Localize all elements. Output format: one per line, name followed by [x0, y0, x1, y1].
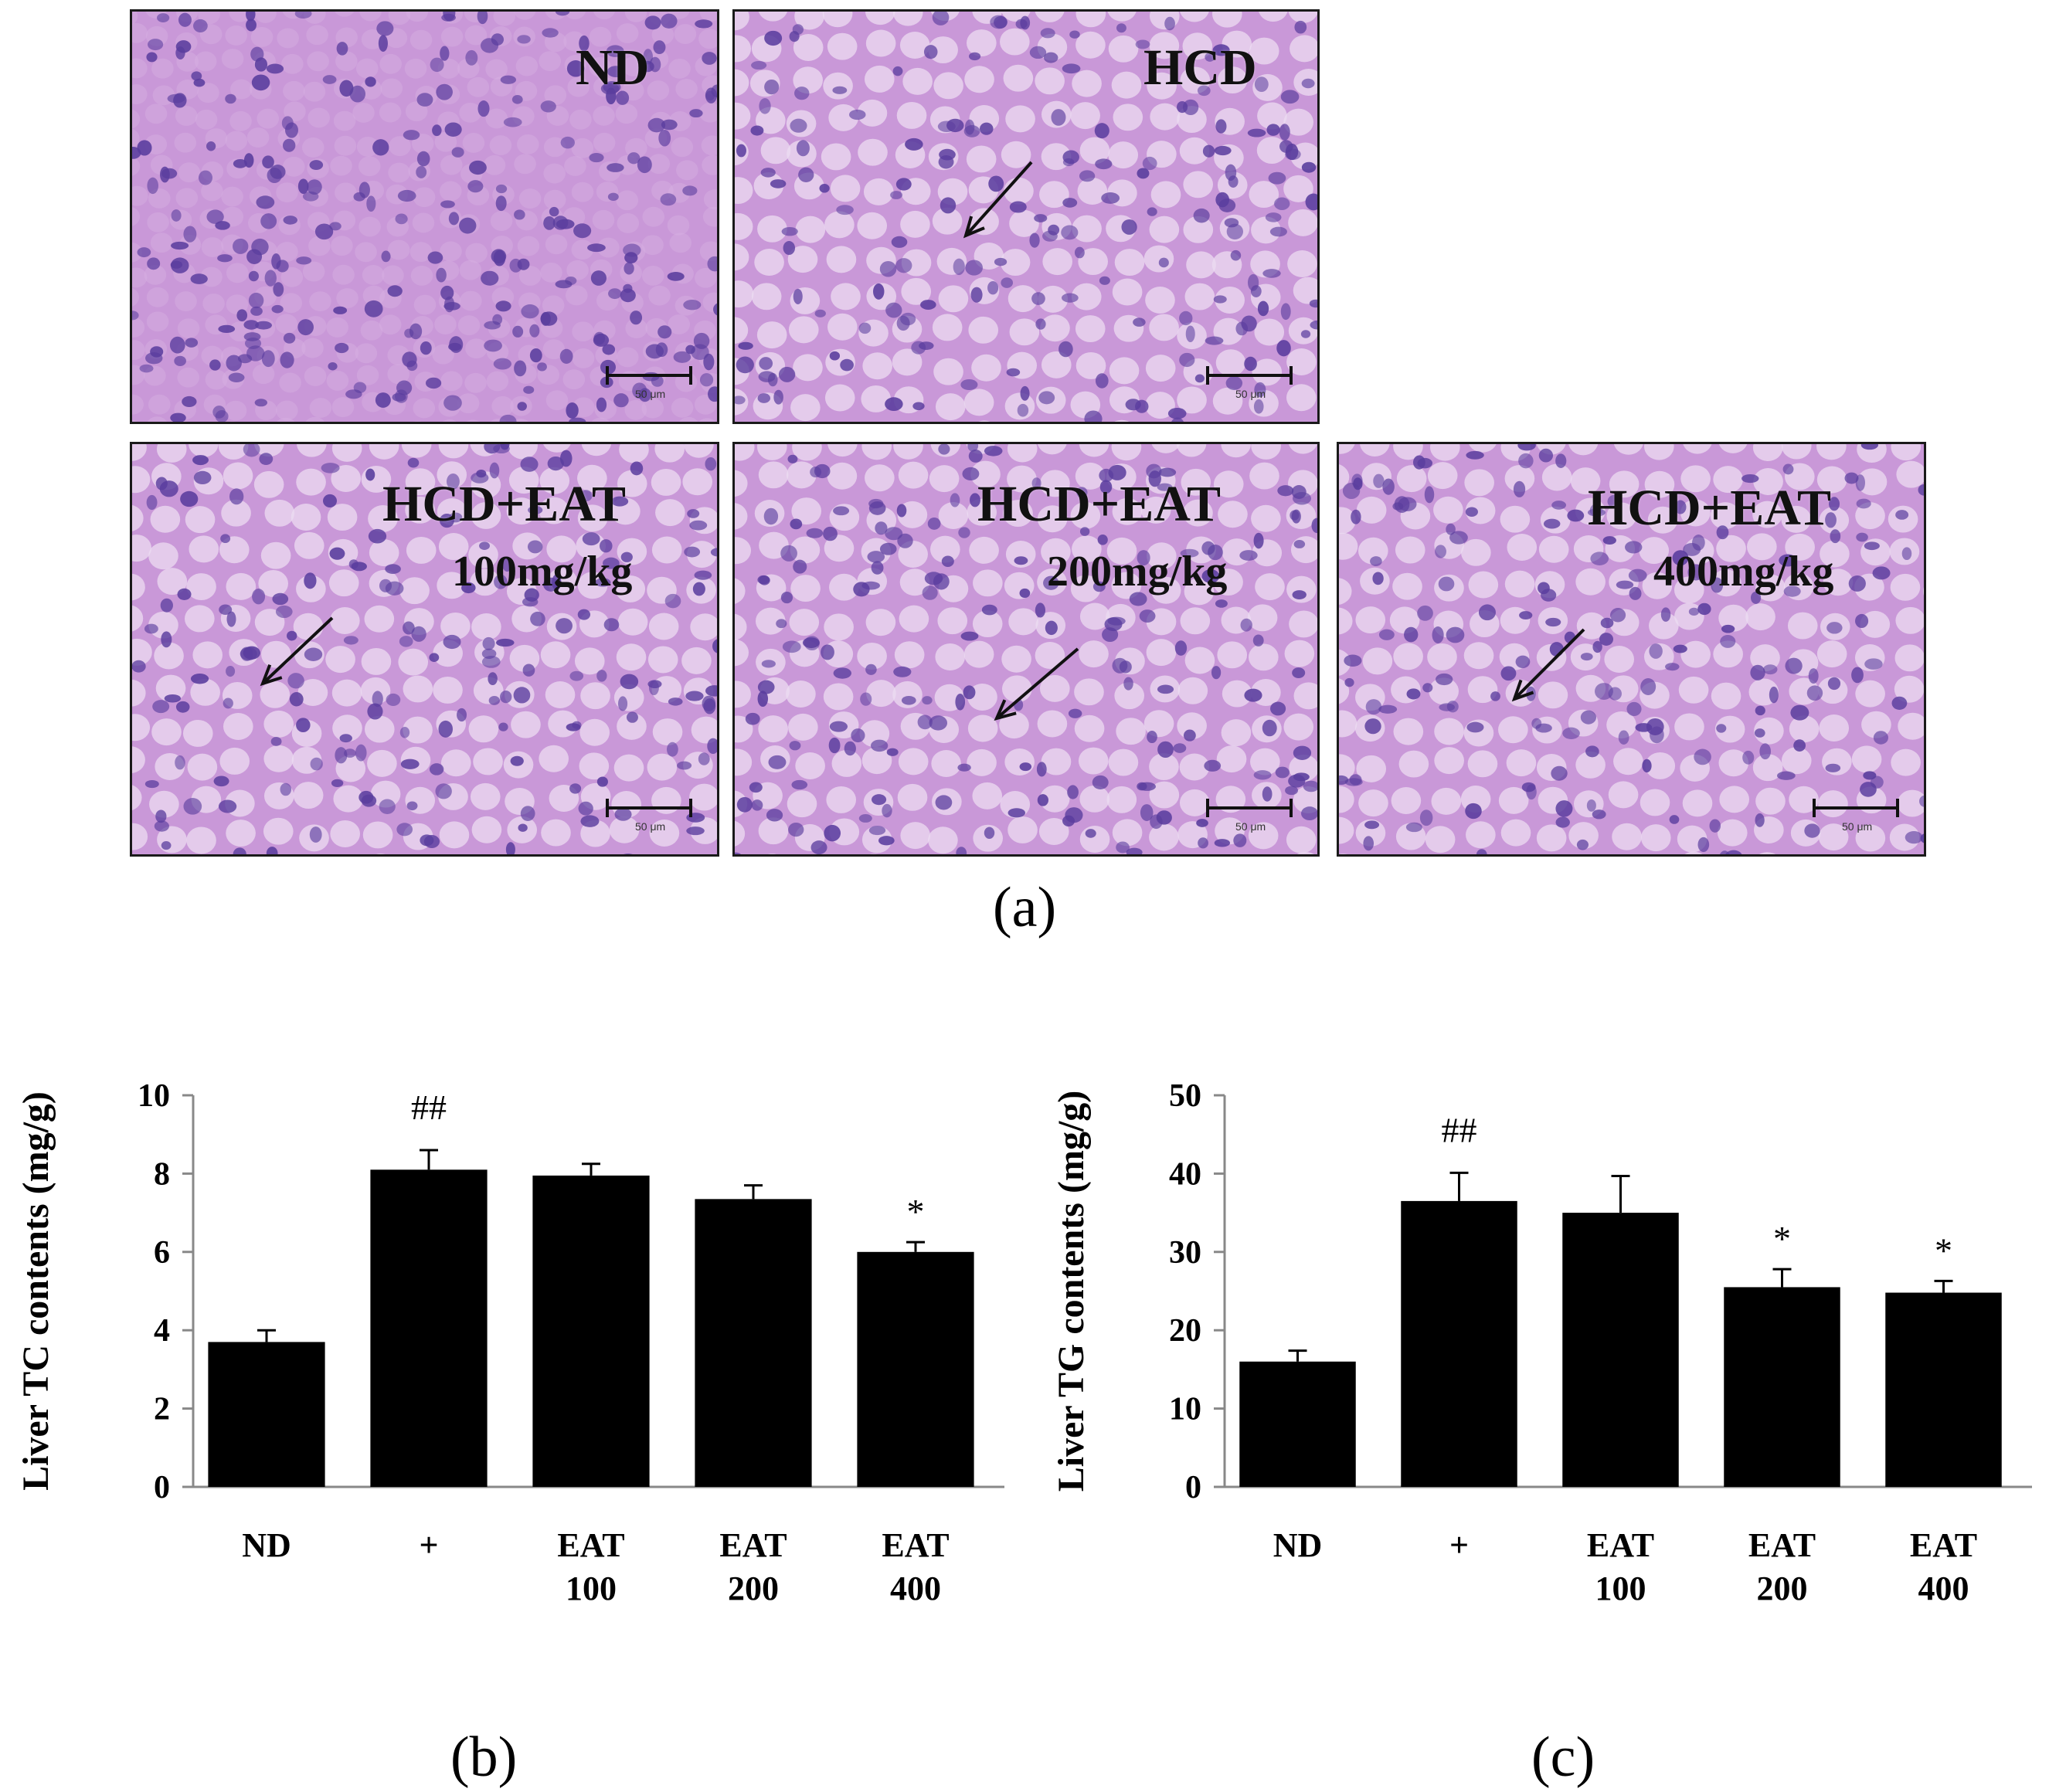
scale-bar-label: 50 μm — [635, 388, 666, 400]
x-tick-label: + — [419, 1526, 438, 1564]
micrograph-panel: 50 μm — [732, 9, 1320, 424]
y-axis-label: Liver TG contents (mg/g) — [1051, 1091, 1092, 1492]
bar — [857, 1251, 974, 1487]
x-tick-label: EAT — [882, 1526, 949, 1564]
x-tick-label: ND — [242, 1526, 291, 1564]
y-tick-label: 30 — [1169, 1235, 1201, 1271]
x-tick-label: + — [1449, 1526, 1469, 1564]
bar — [1239, 1361, 1356, 1487]
y-tick-label: 20 — [1169, 1313, 1201, 1349]
caption-a: (a) — [993, 876, 1057, 939]
x-tick-label: EAT — [1587, 1526, 1654, 1564]
arrow-icon — [1511, 628, 1585, 702]
scale-bar — [1206, 366, 1293, 385]
liver-tg-chart: 0 10 20 30 40 50 Liver TG contents (mg/g) ND ## +… — [1051, 1078, 2032, 1607]
panel-title: HCD+EAT — [977, 476, 1222, 532]
scale-bar — [1813, 799, 1899, 817]
significance-mark: * — [1935, 1230, 1952, 1270]
scale-bar-label: 50 μm — [1235, 820, 1266, 833]
x-tick-label: 400 — [890, 1570, 941, 1607]
scale-bar-label: 50 μm — [1235, 388, 1266, 400]
bar — [208, 1342, 325, 1487]
panel-title: HCD+EAT — [382, 476, 627, 532]
x-tick-label: 200 — [1757, 1570, 1808, 1607]
micrograph-panel: 50 μm — [1337, 442, 1926, 857]
panel-dose: 100mg/kg — [452, 548, 633, 596]
x-tick-label: 200 — [728, 1570, 779, 1607]
x-tick-label: EAT — [557, 1526, 624, 1564]
y-tick-label: 10 — [138, 1078, 170, 1114]
bar — [1401, 1200, 1517, 1487]
y-tick-label: 6 — [154, 1235, 170, 1271]
arrow-icon — [260, 616, 334, 687]
y-tick-label: 8 — [154, 1156, 170, 1192]
y-tick-label: 0 — [1185, 1470, 1201, 1505]
tissue-texture — [735, 444, 1317, 854]
arrow-icon — [994, 647, 1079, 721]
bar — [370, 1169, 488, 1487]
panel-title: HCD+EAT — [1588, 480, 1832, 536]
scale-bar — [606, 366, 692, 385]
x-tick-label: 100 — [1595, 1570, 1646, 1607]
x-tick-label: 100 — [566, 1570, 617, 1607]
bar — [1885, 1292, 2002, 1487]
tissue-texture — [1339, 444, 1924, 854]
y-tick-label: 40 — [1169, 1156, 1201, 1192]
y-tick-label: 4 — [154, 1313, 170, 1349]
scale-bar — [606, 799, 692, 817]
panel-dose: 400mg/kg — [1653, 548, 1834, 596]
micrograph-panel: 50 μm — [732, 442, 1320, 857]
bar — [1562, 1213, 1679, 1487]
significance-mark: ## — [411, 1088, 447, 1127]
y-tick-label: 10 — [1169, 1392, 1201, 1427]
micrograph-panel: 50 μm — [130, 442, 719, 857]
scale-bar — [1206, 799, 1293, 817]
tissue-texture — [735, 12, 1317, 422]
bar — [695, 1199, 812, 1487]
x-tick-label: ND — [1273, 1526, 1323, 1564]
significance-mark: * — [1773, 1219, 1791, 1258]
significance-mark: * — [907, 1192, 925, 1231]
micrograph-panel: 50 μm — [130, 9, 719, 424]
bar — [1724, 1287, 1840, 1487]
panel-dose: 200mg/kg — [1047, 548, 1228, 596]
y-tick-label: 2 — [154, 1392, 170, 1427]
caption-c: (c) — [1531, 1726, 1595, 1789]
liver-tc-chart: 0 2 4 6 8 10 Liver TC contents (mg/g) ND ## + EAT 1… — [15, 1078, 1004, 1607]
scale-bar-label: 50 μm — [1842, 820, 1873, 833]
tissue-texture — [132, 12, 717, 422]
bar — [532, 1175, 650, 1487]
significance-mark: ## — [1442, 1110, 1477, 1149]
panel-title: HCD — [1143, 39, 1257, 96]
x-tick-label: EAT — [1910, 1526, 1977, 1564]
arrow-icon — [963, 161, 1033, 239]
panel-title: ND — [576, 39, 650, 96]
scale-bar-label: 50 μm — [635, 820, 666, 833]
x-tick-label: EAT — [719, 1526, 787, 1564]
caption-b: (b) — [450, 1726, 518, 1789]
y-tick-label: 50 — [1169, 1078, 1201, 1114]
x-tick-label: EAT — [1748, 1526, 1816, 1564]
x-tick-label: 400 — [1918, 1570, 1969, 1607]
y-tick-label: 0 — [154, 1470, 170, 1505]
y-axis-label: Liver TC contents (mg/g) — [15, 1091, 56, 1491]
tissue-texture — [132, 444, 717, 854]
